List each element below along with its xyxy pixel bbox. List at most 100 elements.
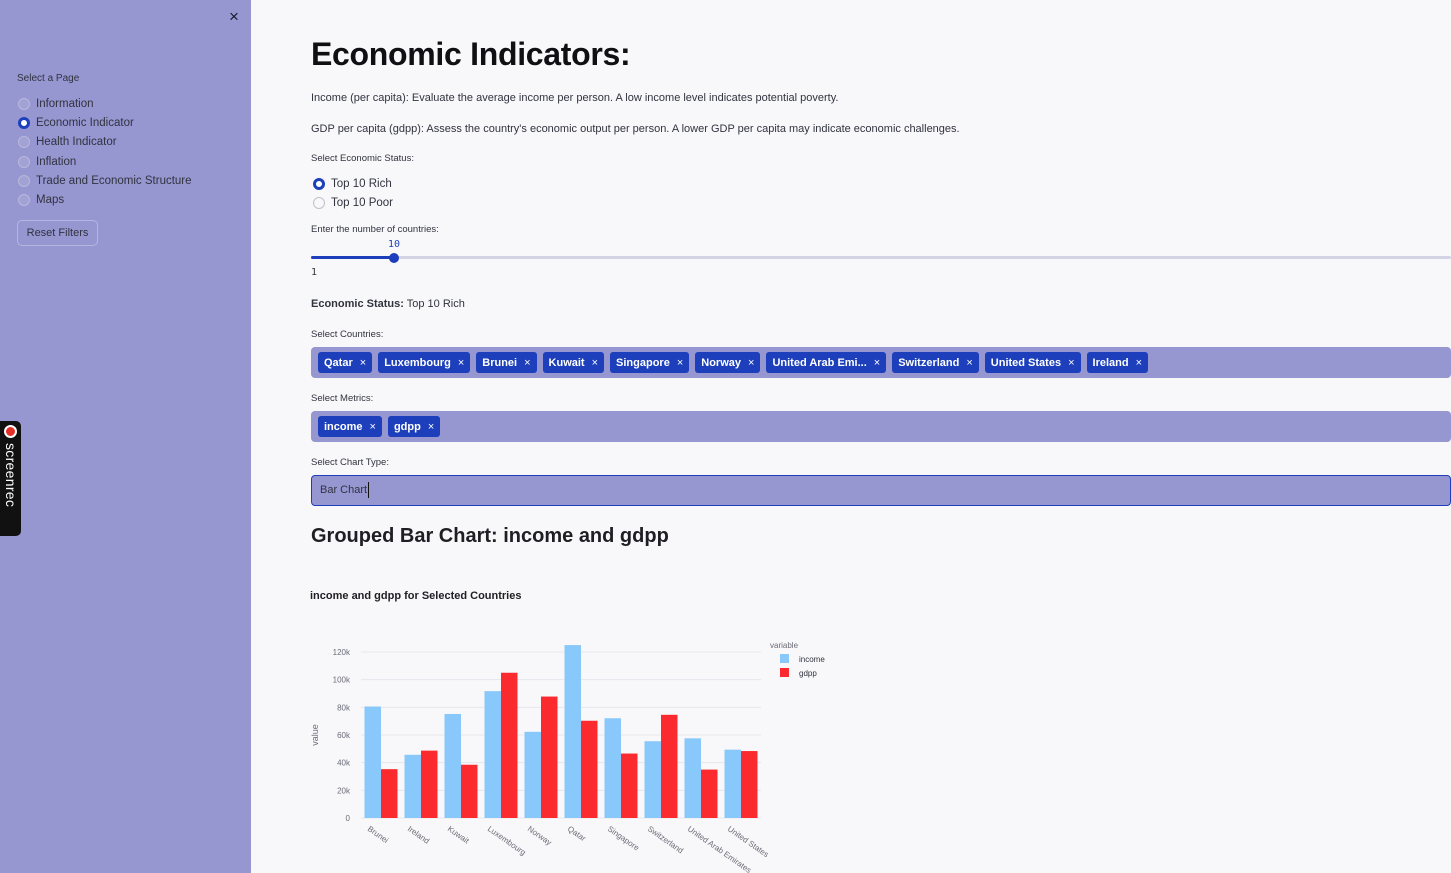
radio-button[interactable]	[18, 136, 30, 149]
page-radio-group: Information Economic Indicator Health Indi…	[18, 94, 192, 210]
page-option-economic-indicator[interactable]: Economic Indicator	[18, 113, 192, 132]
y-tick-label: 120k	[333, 648, 351, 657]
y-tick-label: 100k	[333, 676, 351, 685]
remove-tag-icon[interactable]: ×	[676, 356, 684, 369]
remove-tag-icon[interactable]: ×	[873, 356, 881, 369]
country-tag-label: Luxembourg	[384, 356, 451, 369]
screenrec-label: screenrec	[3, 443, 19, 508]
metric-tag: gdpp ×	[387, 416, 441, 437]
country-tag: Singapore ×	[610, 352, 690, 373]
page-option-label: Trade and Economic Structure	[36, 174, 192, 187]
x-tick-label: Kuwait	[446, 824, 471, 846]
remove-tag-icon[interactable]: ×	[369, 420, 376, 433]
metrics-multiselect[interactable]: income × gdpp ×	[311, 411, 1451, 442]
income-description: Income (per capita): Evaluate the averag…	[311, 92, 839, 104]
chart-section-title: Grouped Bar Chart: income and gdpp	[311, 525, 669, 547]
main-content: Economic Indicators: Income (per capita)…	[251, 0, 1451, 873]
gdpp-description: GDP per capita (gdpp): Assess the countr…	[311, 123, 960, 135]
page-option-label: Health Indicator	[36, 136, 117, 149]
page-title: Economic Indicators:	[311, 36, 631, 72]
country-tag-label: Brunei	[482, 356, 518, 369]
screenrec-widget[interactable]: screenrec	[0, 421, 21, 536]
country-tag: Ireland ×	[1086, 352, 1149, 373]
status-option-top-10-poor[interactable]: Top 10 Poor	[313, 193, 393, 212]
chart-title: income and gdpp for Selected Countries	[310, 590, 521, 602]
country-tag-label: Norway	[701, 356, 742, 369]
legend-swatch-gdpp	[780, 668, 789, 677]
remove-tag-icon[interactable]: ×	[457, 356, 465, 369]
country-count-slider[interactable]: 10 1	[311, 239, 1451, 280]
country-tag: Norway ×	[695, 352, 761, 373]
slider-track[interactable]	[311, 256, 1451, 259]
select-page-label: Select a Page	[17, 73, 80, 84]
x-tick-label: Singapore	[606, 824, 641, 853]
remove-tag-icon[interactable]: ×	[359, 356, 367, 369]
bar-gdpp	[461, 764, 478, 818]
legend-swatch-income	[780, 654, 789, 663]
x-tick-label: Switzerland	[646, 824, 685, 855]
bar-gdpp	[661, 714, 678, 818]
page-option-trade-and-economic-structure[interactable]: Trade and Economic Structure	[18, 171, 192, 190]
country-tag: Kuwait ×	[542, 352, 605, 373]
select-metrics-label: Select Metrics:	[311, 393, 374, 404]
radio-button[interactable]	[18, 97, 30, 110]
slider-min-value: 1	[311, 267, 318, 278]
bar-income	[524, 731, 541, 818]
country-tag: United States ×	[984, 352, 1081, 373]
status-option-top-10-rich[interactable]: Top 10 Rich	[313, 174, 393, 193]
country-tag-label: Singapore	[616, 356, 670, 369]
country-tag-label: United States	[990, 356, 1062, 369]
remove-tag-icon[interactable]: ×	[524, 356, 531, 369]
bar-income	[724, 749, 741, 818]
y-tick-label: 60k	[337, 731, 351, 740]
radio-button[interactable]	[18, 116, 30, 129]
bar-gdpp	[621, 753, 638, 818]
radio-button[interactable]	[18, 194, 30, 207]
country-tag-label: United Arab Emi...	[772, 356, 867, 369]
bar-gdpp	[741, 751, 758, 818]
economic-status-radio-group: Top 10 Rich Top 10 Poor	[313, 174, 393, 213]
page-option-label: Information	[36, 97, 94, 110]
x-tick-label: Norway	[526, 824, 553, 847]
remove-tag-icon[interactable]: ×	[1135, 356, 1143, 369]
close-sidebar-icon[interactable]: ×	[229, 7, 239, 26]
bar-gdpp	[381, 769, 398, 818]
country-tag: United Arab Emi... ×	[766, 352, 887, 373]
y-axis-label: value	[310, 724, 320, 746]
bar-income	[484, 691, 501, 818]
select-countries-label: Select Countries:	[311, 329, 384, 340]
bar-income	[604, 718, 621, 818]
page-option-inflation[interactable]: Inflation	[18, 152, 192, 171]
chart-type-select[interactable]: Bar Chart	[311, 475, 1451, 506]
economic-status-summary-label: Economic Status:	[311, 298, 404, 310]
page-option-maps[interactable]: Maps	[18, 190, 192, 209]
x-tick-label: Brunei	[366, 824, 390, 845]
country-tag: Qatar ×	[318, 352, 373, 373]
bar-income	[564, 645, 581, 818]
reset-filters-button[interactable]: Reset Filters	[17, 220, 98, 246]
y-tick-label: 80k	[337, 703, 351, 712]
page-option-information[interactable]: Information	[18, 94, 192, 113]
radio-button[interactable]	[18, 155, 30, 168]
country-tag: Luxembourg ×	[378, 352, 471, 373]
radio-button[interactable]	[313, 196, 325, 209]
remove-tag-icon[interactable]: ×	[966, 356, 973, 369]
chart-svg: income and gdpp for Selected Countries 0 2…	[310, 590, 825, 873]
x-tick-label: Luxembourg	[486, 824, 528, 857]
legend-title: variable	[770, 641, 799, 650]
country-count-label: Enter the number of countries:	[311, 224, 439, 235]
economic-status-label: Select Economic Status:	[311, 153, 414, 164]
remove-tag-icon[interactable]: ×	[748, 356, 755, 369]
remove-tag-icon[interactable]: ×	[427, 420, 435, 433]
page-option-label: Maps	[36, 194, 65, 207]
radio-button[interactable]	[18, 174, 30, 187]
bar-gdpp	[541, 696, 558, 818]
slider-thumb[interactable]	[389, 252, 399, 263]
remove-tag-icon[interactable]: ×	[591, 356, 599, 369]
countries-multiselect[interactable]: Qatar × Luxembourg × Brunei × Kuwait × Singapore…	[311, 347, 1451, 378]
remove-tag-icon[interactable]: ×	[1068, 356, 1075, 369]
country-tag: Brunei ×	[476, 352, 537, 373]
radio-button[interactable]	[313, 177, 325, 190]
status-option-label: Top 10 Rich	[331, 177, 392, 190]
page-option-health-indicator[interactable]: Health Indicator	[18, 133, 192, 152]
